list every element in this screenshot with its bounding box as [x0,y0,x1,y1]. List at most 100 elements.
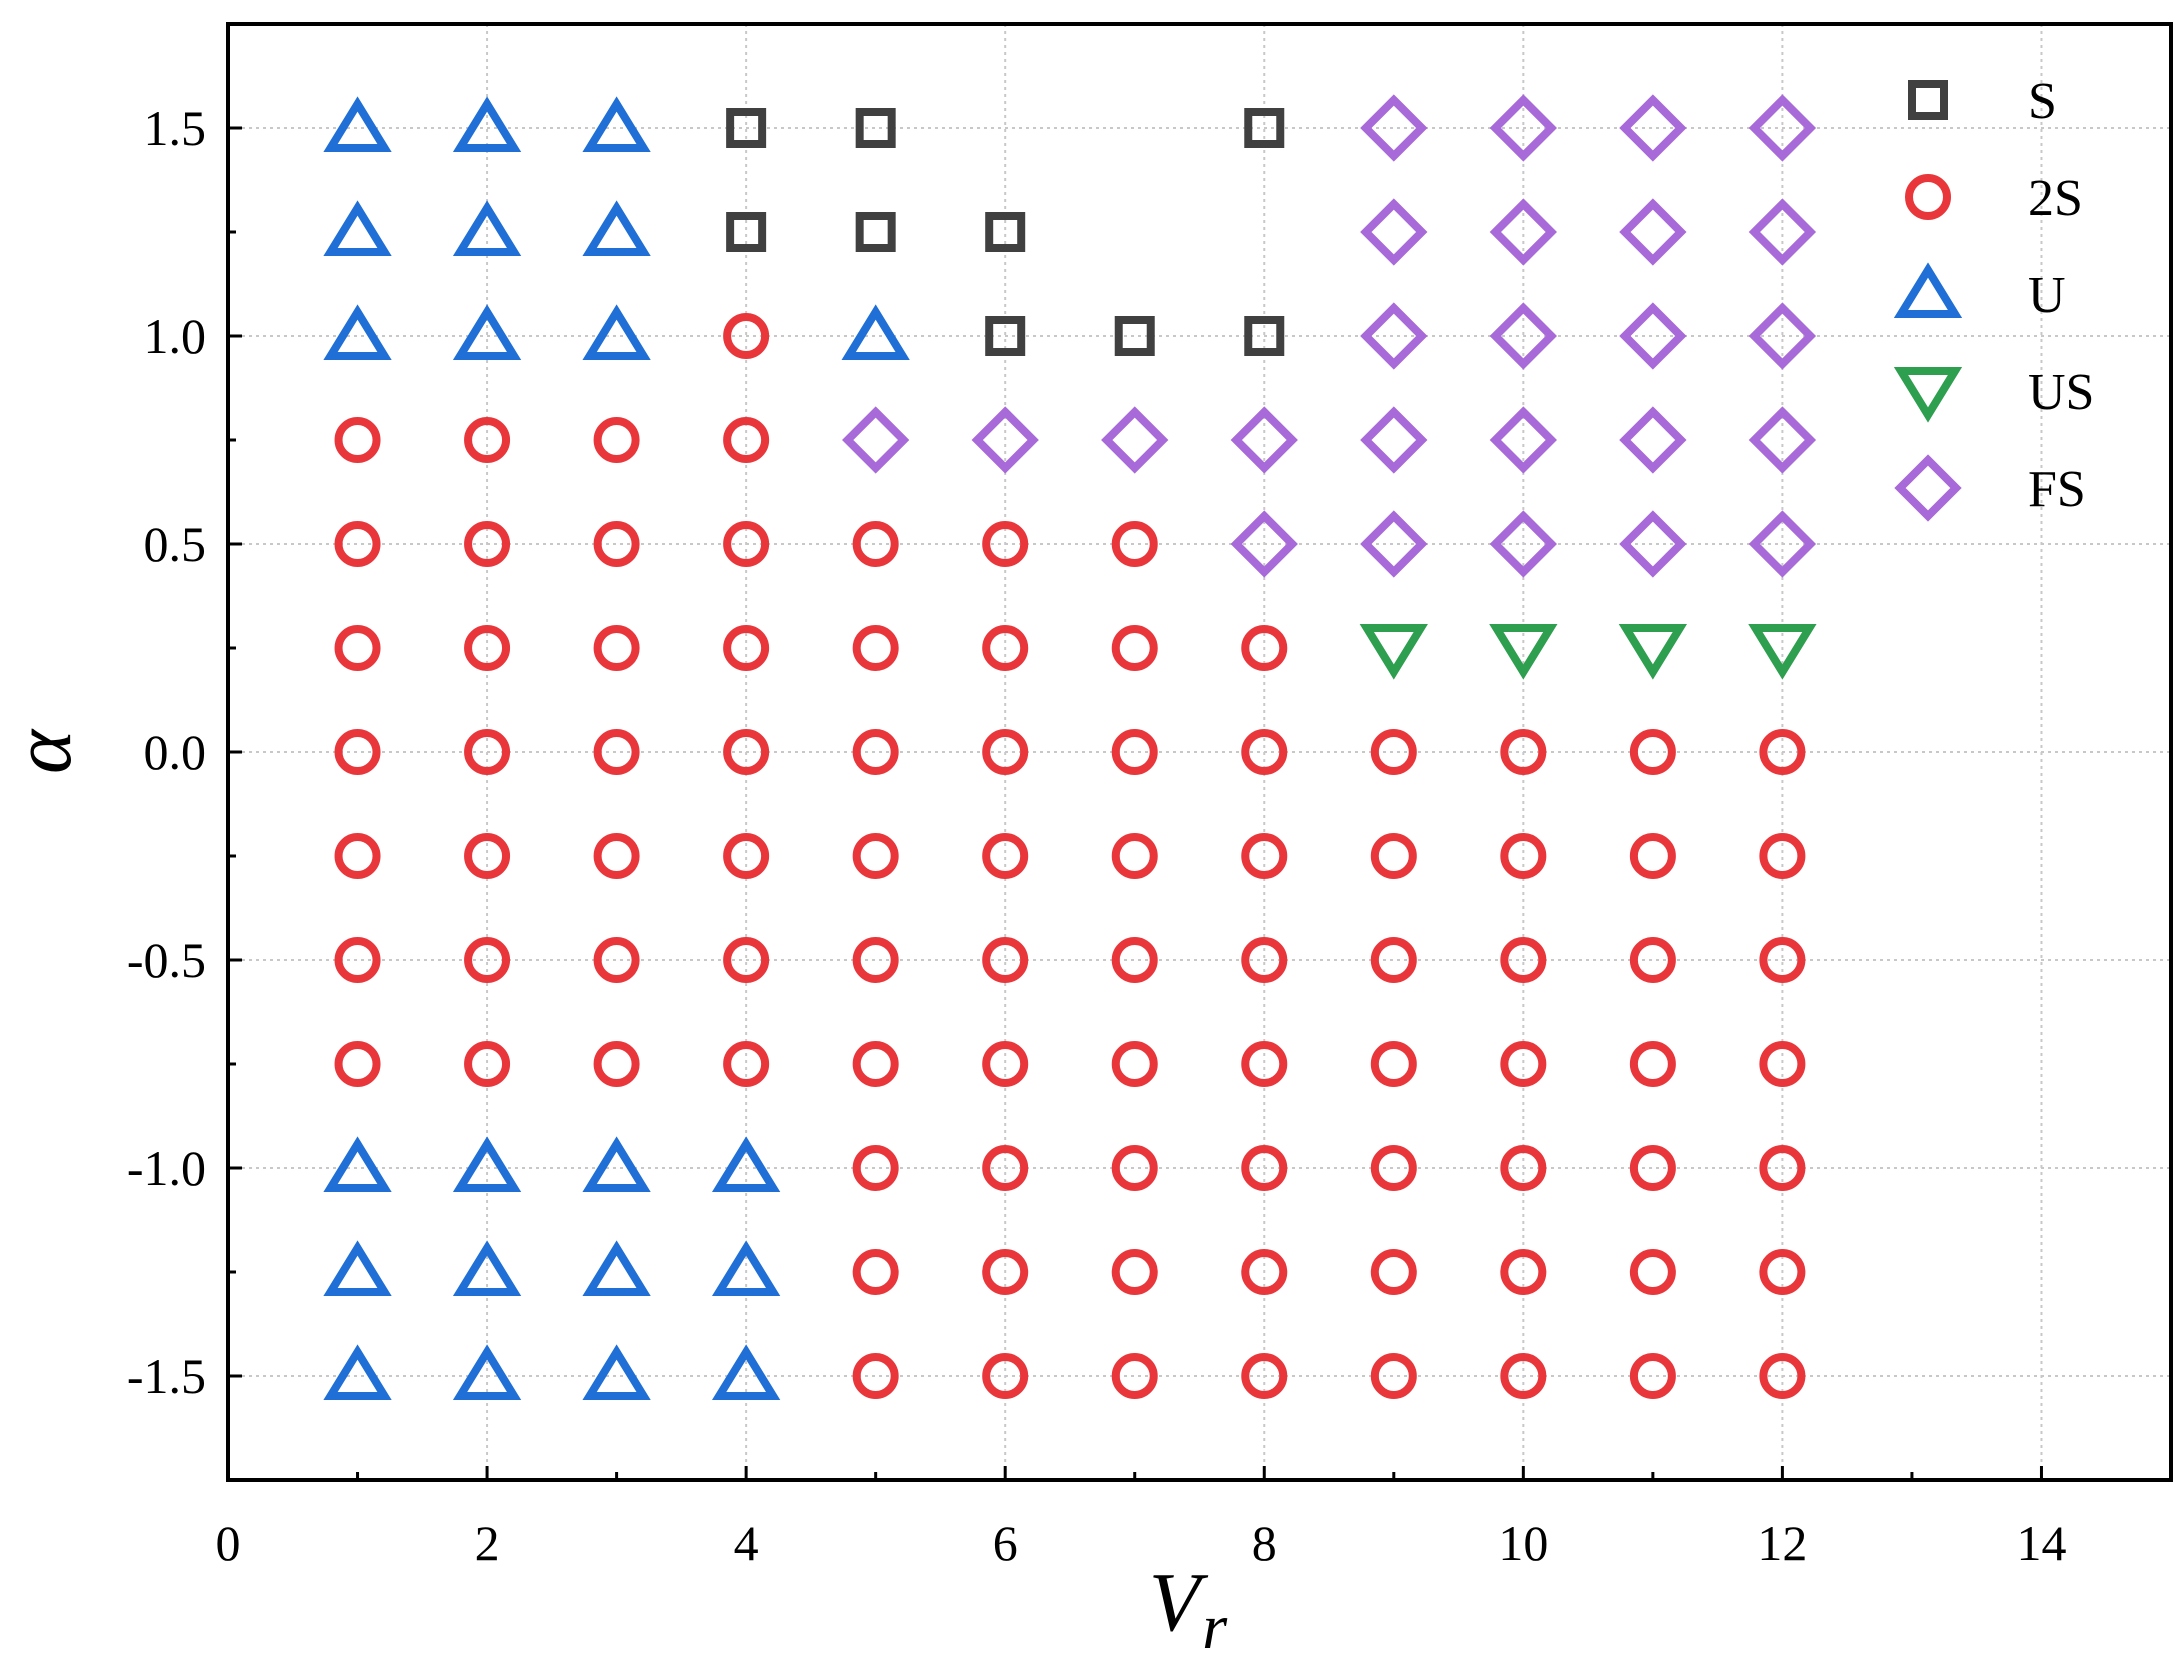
data-point [1629,1249,1676,1295]
data-point [464,417,511,463]
tick-labels: 0 2 4 6 8 10 12 14 -1.5 -1.0 -0.5 0.0 0.5 1.0 1.5 [127,100,2067,1571]
data-point [334,625,381,671]
data-point [1489,302,1557,370]
data-point [1629,833,1676,879]
data-point [1759,1249,1806,1295]
data-point [323,96,392,152]
y-axis-title: α [0,728,89,774]
data-point [582,1240,651,1296]
x-axis-title: Vr [1149,1556,1228,1662]
data-markers [323,94,1817,1400]
data-point [1619,510,1687,578]
data-point [971,406,1039,474]
data-point [1370,1353,1417,1399]
data-point [1619,302,1687,370]
legend-label-us: US [2028,364,2094,421]
data-point [1759,937,1806,983]
y-tick-label: 0.0 [144,724,207,780]
data-point [1101,406,1169,474]
data-point [1111,1249,1158,1295]
data-point [334,833,381,879]
data-point [1111,729,1158,775]
data-point [711,1136,781,1192]
data-point [1500,1249,1547,1295]
data-point [842,406,910,474]
data-point [323,304,392,360]
legend-marker-u [1893,262,1963,318]
data-point [582,200,651,256]
data-point [334,417,381,463]
data-point [1619,406,1687,474]
data-point [1241,1353,1288,1399]
data-point [1370,1249,1417,1295]
data-point [985,316,1026,356]
data-point [982,1353,1029,1399]
data-point [855,212,896,252]
legend-marker-2s [1905,174,1951,220]
data-point [982,729,1029,775]
data-point [1360,406,1428,474]
data-point [1111,937,1158,983]
data-point [1111,1145,1158,1191]
data-point [452,1136,522,1192]
data-point [464,1041,511,1087]
data-point [1370,1145,1417,1191]
data-point [852,833,899,879]
data-point [1619,198,1687,266]
data-point [334,521,381,567]
y-tick-label: -0.5 [127,932,206,988]
data-point [1759,1353,1806,1399]
data-point [452,1344,522,1400]
data-point [593,521,640,567]
data-point [1241,625,1288,671]
y-tick-label: 0.5 [144,516,207,572]
data-point [852,1353,899,1399]
data-point [1241,1041,1288,1087]
x-axis-title-main: V [1149,1556,1209,1649]
data-point [323,1344,392,1400]
data-point [593,417,640,463]
data-point [1748,198,1817,266]
data-point [1360,94,1428,162]
data-point [1759,1145,1806,1191]
data-point [852,1041,899,1087]
data-point [464,729,511,775]
data-point [582,1136,651,1192]
data-point [1618,624,1688,680]
data-point [1500,1353,1547,1399]
legend: S 2S U US FS [1893,73,2094,522]
axis-ticks [226,126,2043,1480]
data-point [464,937,511,983]
data-point [593,937,640,983]
data-point [723,937,770,983]
data-point [1111,625,1158,671]
data-point [464,833,511,879]
data-point [1500,833,1547,879]
data-point [1748,94,1817,162]
x-axis-title-subscript: r [1202,1591,1228,1662]
data-point [723,1041,770,1087]
data-point [723,521,770,567]
data-point [1500,729,1547,775]
data-point [1244,108,1285,148]
series-fs [842,94,1817,578]
data-point [593,625,640,671]
data-point [1500,1041,1547,1087]
data-point [1489,94,1557,162]
data-point [582,304,651,360]
data-point [464,625,511,671]
series-u [323,96,910,1400]
data-point [1489,510,1557,578]
data-point [452,304,522,360]
data-point [723,833,770,879]
data-point [1359,624,1428,680]
x-tick-label: 2 [475,1515,500,1571]
data-point [1370,729,1417,775]
data-point [852,729,899,775]
plot-frame [226,22,2173,1482]
legend-label-2s: 2S [2028,170,2083,227]
data-point [852,937,899,983]
data-point [464,521,511,567]
data-point [1241,937,1288,983]
